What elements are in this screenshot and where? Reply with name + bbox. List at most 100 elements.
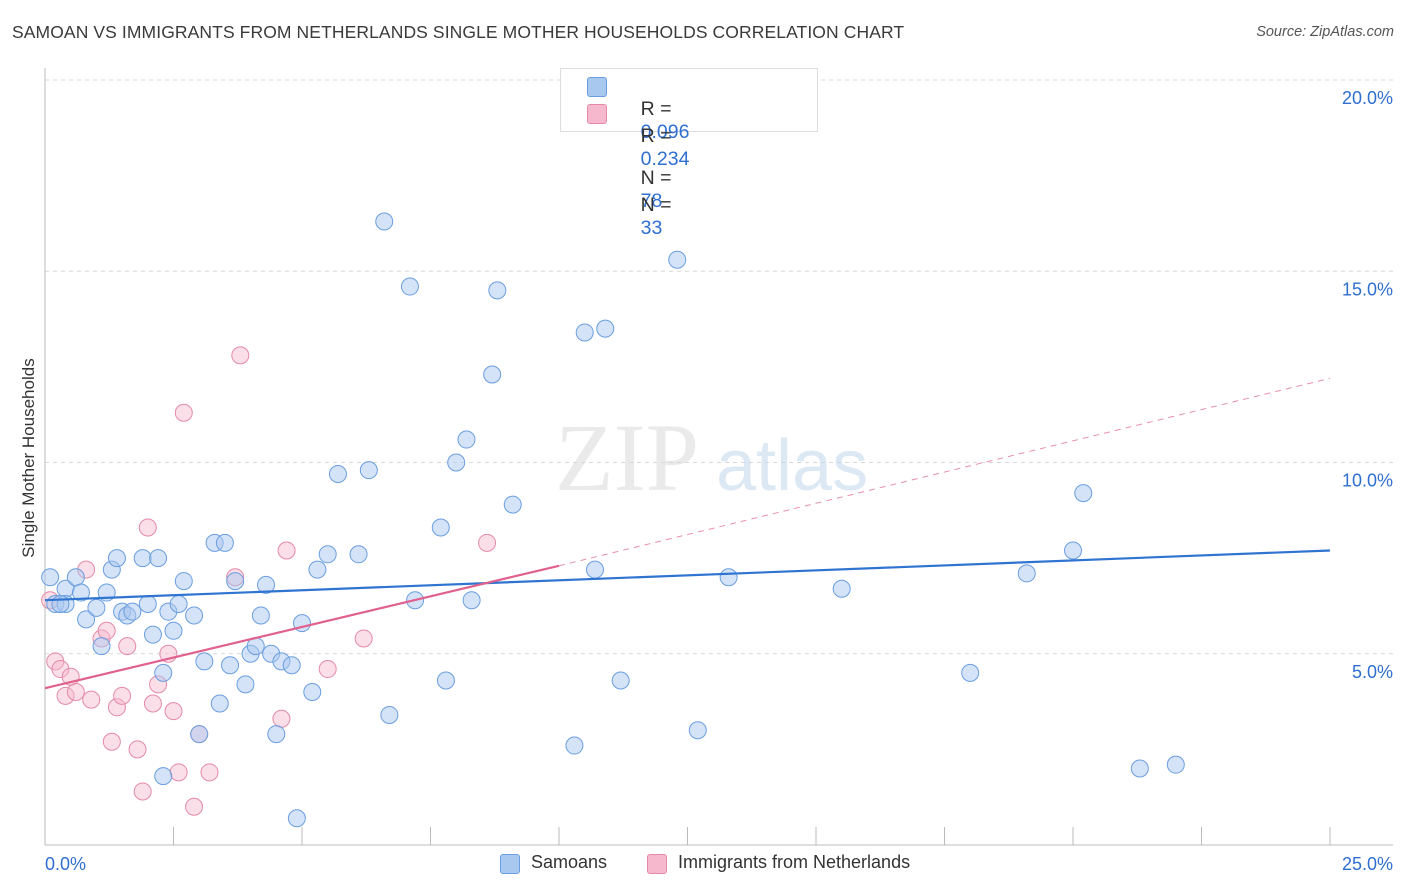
legend-row-samoans: R = 0.096 N = 78 [619,75,690,236]
point-samoans [154,663,173,682]
watermark-atlas: atlas [716,426,868,506]
bottom-legend-swatch-netherlands [647,854,667,874]
legend-row-netherlands: R = 0.234 N = 33 [619,102,690,263]
point-samoans [51,595,70,614]
point-samoans [436,671,455,690]
point-netherlands [56,686,75,705]
point-samoans [154,767,173,786]
bottom-legend-netherlands: Immigrants from Netherlands [678,852,911,872]
point-samoans [1064,541,1082,560]
grid-lines [45,79,1393,655]
point-samoans [195,652,214,671]
point-netherlands [118,637,137,656]
point-samoans [164,621,183,640]
y-axis-label: Single Mother Households [19,358,38,557]
trend-line-netherlands [44,564,560,690]
point-samoans [457,430,476,449]
y-tick-labels: 5.0% 10.0% 15.0% 20.0% [1342,88,1393,682]
point-samoans [503,495,522,514]
point-samoans [688,721,707,740]
x-tick-label-min: 0.0% [45,854,86,874]
point-samoans [107,549,126,568]
point-netherlands [169,763,188,782]
point-samoans [832,579,851,598]
point-samoans [185,606,204,625]
point-netherlands [82,690,101,709]
trend-line-samoans [44,549,1331,602]
axes [44,68,1393,846]
y-tick-label: 20.0% [1342,88,1393,108]
point-samoans [462,591,481,610]
legend-n-value-netherlands: 33 [640,217,663,239]
point-samoans [210,694,229,713]
point-samoans [1130,759,1149,778]
point-samoans [375,212,394,231]
point-samoans [236,675,255,694]
point-samoans [133,549,152,568]
point-netherlands [128,740,147,759]
point-samoans [267,725,286,744]
point-samoans [596,319,615,338]
legend-r-value-samoans: 0.096 [640,121,690,143]
point-netherlands [354,629,373,648]
point-netherlands [200,763,219,782]
point-netherlands [231,346,250,365]
legend-n-label: N = [640,194,672,216]
point-samoans [138,595,157,614]
point-samoans [1166,755,1185,774]
blue-points [41,212,1185,828]
legend-r-value-netherlands: 0.234 [640,148,690,170]
point-samoans [719,568,738,587]
point-netherlands [102,732,121,751]
watermark-zip: ZIP [555,404,699,511]
source-credit: Source: ZipAtlas.com [1256,24,1394,40]
point-samoans [41,568,60,587]
point-samoans [328,464,347,483]
point-samoans [221,656,240,675]
point-samoans [174,572,193,591]
point-samoans [349,545,368,564]
point-netherlands [174,403,193,422]
y-tick-label: 10.0% [1342,471,1393,491]
point-samoans [287,809,306,828]
point-netherlands [143,694,162,713]
legend-n-label: N = [640,167,672,189]
point-samoans [359,461,378,480]
point-netherlands [272,709,291,728]
legend-r-label: R = [640,98,672,120]
bottom-legend-swatch-samoans [500,854,520,874]
point-samoans [149,549,168,568]
point-samoans [668,250,687,269]
point-samoans [251,606,270,625]
point-netherlands [51,660,70,679]
point-netherlands [138,518,157,537]
point-samoans [380,705,399,724]
point-samoans [143,625,162,644]
point-samoans [488,281,507,300]
point-samoans [303,683,322,701]
point-samoans [1017,564,1036,583]
point-samoans [565,736,584,755]
point-samoans [400,277,419,296]
point-netherlands [66,683,85,701]
trend-line-netherlands-extended [558,377,1331,567]
point-samoans [318,545,337,564]
point-samoans [961,663,980,682]
y-tick-label: 15.0% [1342,279,1393,299]
point-netherlands [133,782,152,801]
x-tick-label-max: 25.0% [1342,854,1393,874]
point-samoans [611,671,630,690]
point-samoans [66,568,85,587]
point-samoans [123,602,142,621]
bottom-legend-samoans: Samoans [531,852,608,872]
point-samoans [308,560,327,579]
legend-swatch-netherlands [587,104,607,124]
point-netherlands [97,621,116,640]
point-samoans [92,637,111,656]
point-samoans [71,583,90,602]
y-tick-label: 5.0% [1352,662,1393,682]
trend-lines [44,377,1331,690]
point-netherlands [113,686,132,705]
chart-title: SAMOAN VS IMMIGRANTS FROM NETHERLANDS SI… [12,22,905,42]
